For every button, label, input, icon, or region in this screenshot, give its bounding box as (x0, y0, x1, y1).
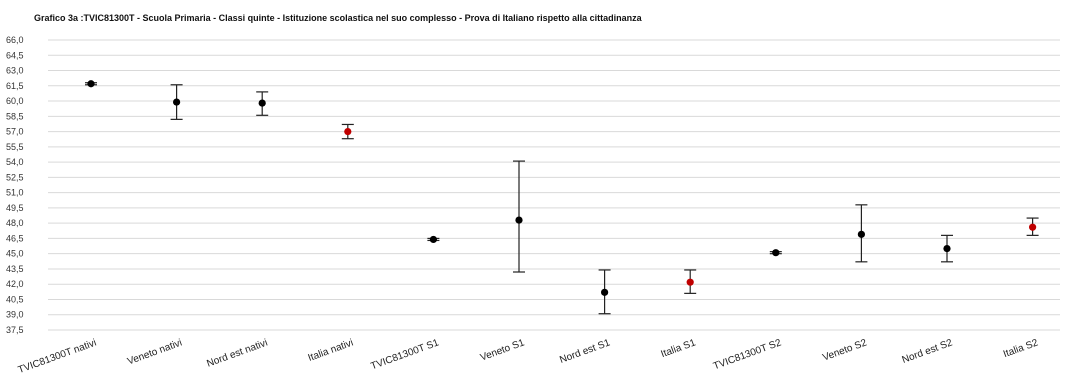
x-tick-label: Italia S2 (1002, 337, 1040, 360)
y-tick-label: 37,5 (6, 325, 24, 335)
y-tick-label: 43,5 (6, 264, 24, 274)
gridlines (48, 39, 1060, 331)
x-tick-label: Nord est S1 (558, 337, 612, 366)
y-tick-label: 45,0 (6, 249, 24, 259)
y-tick-label: 66,0 (6, 35, 24, 45)
x-tick-label: Italia S1 (660, 337, 698, 360)
x-tick-label: TVIC81300T nativi (17, 337, 98, 376)
y-tick-label: 39,0 (6, 310, 24, 320)
data-point (772, 249, 780, 257)
data-point (686, 278, 694, 286)
y-tick-label: 57,0 (6, 127, 24, 137)
data-point (429, 235, 437, 244)
y-tick-label: 42,0 (6, 279, 24, 289)
y-tick-label: 49,5 (6, 203, 24, 213)
y-tick-label: 40,5 (6, 294, 24, 304)
data-point (943, 244, 951, 253)
x-tick-label: Nord est nativi (205, 337, 269, 369)
y-tick-label: 64,5 (6, 50, 24, 60)
y-tick-label: 55,5 (6, 142, 24, 152)
data-point (601, 288, 609, 296)
error-bars (85, 82, 1039, 315)
y-tick-label: 54,0 (6, 157, 24, 167)
data-point (258, 99, 266, 107)
data-points (87, 80, 1037, 296)
data-point (344, 127, 352, 136)
data-point (857, 230, 866, 238)
x-tick-label: Veneto S2 (821, 337, 869, 363)
x-tick-label: Italia nativi (307, 337, 355, 363)
y-tick-label: 63,0 (6, 66, 24, 76)
y-tick-label: 58,5 (6, 111, 24, 121)
x-tick-label: Veneto nativi (126, 337, 184, 367)
y-tick-label: 60,0 (6, 96, 24, 106)
y-tick-label: 51,0 (6, 188, 24, 198)
x-tick-label: Veneto S1 (479, 337, 527, 363)
data-point (173, 98, 181, 106)
data-point (87, 80, 95, 88)
y-tick-label: 46,5 (6, 233, 24, 243)
data-point (1029, 223, 1037, 231)
y-tick-label: 52,5 (6, 172, 24, 182)
x-tick-label: TVIC81300T S1 (369, 337, 440, 372)
y-tick-label: 48,0 (6, 218, 24, 228)
data-point (515, 216, 523, 224)
chart-title: Grafico 3a :TVIC81300T - Scuola Primaria… (34, 13, 642, 23)
x-tick-label: TVIC81300T S2 (712, 337, 783, 372)
y-tick-label: 61,5 (6, 81, 24, 91)
x-tick-label: Nord est S2 (901, 337, 955, 366)
x-axis-labels: TVIC81300T nativi Veneto nativi Nord est n… (17, 337, 1040, 376)
y-axis-ticks: 66,0 64,5 63,0 61,5 60,0 58,5 57,0 55,5 54,0 52,5… (6, 35, 24, 335)
